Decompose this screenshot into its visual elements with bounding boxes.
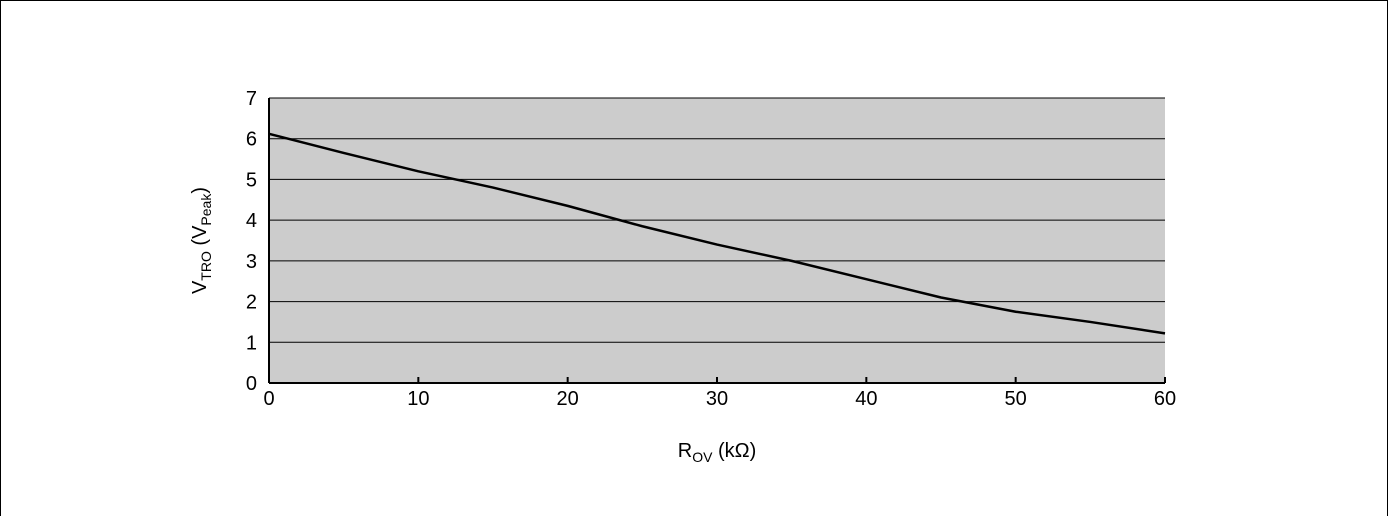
x-axis-ticks: 0 10 20 30 40 50 60 bbox=[263, 377, 1176, 410]
y-tick-label: 3 bbox=[246, 251, 257, 273]
y-axis-label-mid: (V bbox=[189, 225, 211, 251]
y-axis-label-subscript: TRO bbox=[198, 251, 214, 281]
series-group bbox=[268, 132, 1166, 335]
x-axis-label-unit: (kΩ) bbox=[712, 440, 756, 462]
x-axis-label-main: R bbox=[678, 440, 692, 462]
y-tick-label: 0 bbox=[246, 373, 257, 395]
x-tick-label: 20 bbox=[557, 388, 579, 410]
y-axis-label: VTRO (VPeak) bbox=[189, 187, 214, 294]
gridlines bbox=[269, 97, 1165, 343]
x-axis-label: ROV (kΩ) bbox=[678, 440, 757, 465]
x-tick-label: 0 bbox=[263, 388, 274, 410]
series-line bbox=[268, 132, 1166, 335]
y-tick-label: 1 bbox=[246, 332, 257, 354]
x-axis-label-subscript: OV bbox=[692, 449, 713, 465]
y-axis-label-subscript-2: Peak bbox=[198, 193, 214, 226]
y-tick-label: 7 bbox=[246, 88, 257, 110]
y-axis-label-main: V bbox=[189, 280, 211, 294]
x-tick-label: 10 bbox=[407, 388, 429, 410]
x-tick-label: 60 bbox=[1154, 388, 1176, 410]
plot-area bbox=[269, 98, 1165, 383]
x-tick-label: 30 bbox=[706, 388, 728, 410]
x-tick-label: 40 bbox=[855, 388, 877, 410]
y-tick-label: 6 bbox=[246, 129, 257, 151]
x-tick-label: 50 bbox=[1005, 388, 1027, 410]
y-tick-label: 4 bbox=[246, 210, 257, 232]
y-axis-ticks: 0 1 2 3 4 5 6 7 bbox=[246, 88, 257, 395]
y-tick-label: 5 bbox=[246, 169, 257, 191]
y-tick-label: 2 bbox=[246, 292, 257, 314]
y-axis-label-close: ) bbox=[189, 187, 211, 194]
